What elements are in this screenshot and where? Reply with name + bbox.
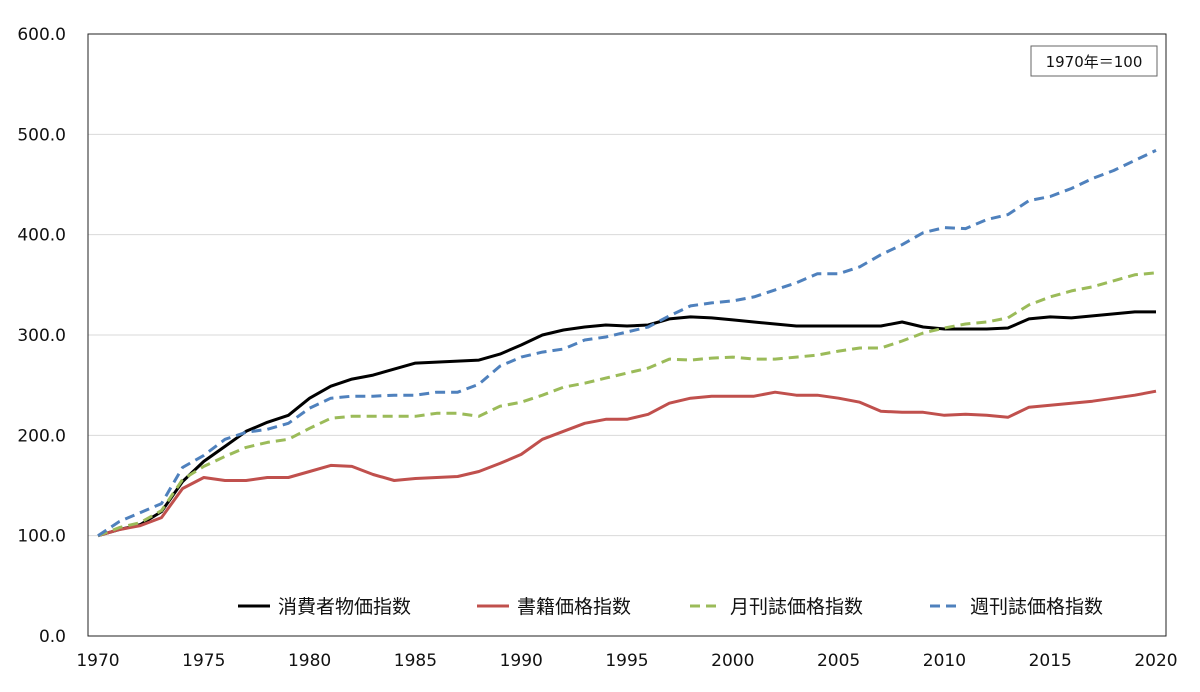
x-tick-label: 1970	[76, 651, 119, 671]
x-tick-label: 2020	[1134, 651, 1177, 671]
x-tick-label: 2015	[1029, 651, 1072, 671]
series-line-4	[97, 149, 1157, 537]
y-tick-label: 400.0	[17, 226, 66, 246]
y-tick-label: 0.0	[39, 627, 66, 647]
series-line-3	[97, 271, 1157, 538]
y-tick-label: 100.0	[17, 527, 66, 547]
series-line-1	[97, 310, 1156, 538]
unit-note-text: 1970年＝100	[1046, 53, 1143, 71]
legend: 消費者物価指数 書籍価格指数 月刊誌価格指数 週刊誌価格指数	[238, 596, 1103, 618]
legend-label-3: 月刊誌価格指数	[730, 596, 863, 618]
series-line-2	[97, 389, 1157, 538]
legend-label-2: 書籍価格指数	[517, 596, 631, 618]
x-tick-label: 1985	[394, 651, 437, 671]
y-tick-label: 600.0	[17, 25, 66, 45]
x-tick-label: 2000	[711, 651, 754, 671]
unit-note-box: 1970年＝100	[1030, 45, 1158, 77]
x-tick-label: 1995	[605, 651, 648, 671]
x-tick-label: 2010	[923, 651, 966, 671]
legend-label-4: 週刊誌価格指数	[970, 596, 1103, 618]
axis-tick-labels: 0.0 100.0 200.0 300.0 400.0 500.0 600.0 1970 197…	[17, 25, 1177, 671]
x-tick-label: 1990	[500, 651, 543, 671]
legend-label-1: 消費者物価指数	[278, 596, 411, 618]
y-tick-label: 500.0	[17, 125, 66, 145]
unit-note-frame	[1030, 45, 1158, 77]
x-tick-label: 2005	[817, 651, 860, 671]
series-lines	[97, 149, 1157, 538]
plot-frame	[87, 33, 1167, 637]
grid-lines	[88, 133, 1166, 537]
x-tick-label: 1980	[288, 651, 331, 671]
y-tick-label: 300.0	[17, 326, 66, 346]
y-tick-label: 200.0	[17, 426, 66, 446]
x-tick-label: 1975	[182, 651, 225, 671]
